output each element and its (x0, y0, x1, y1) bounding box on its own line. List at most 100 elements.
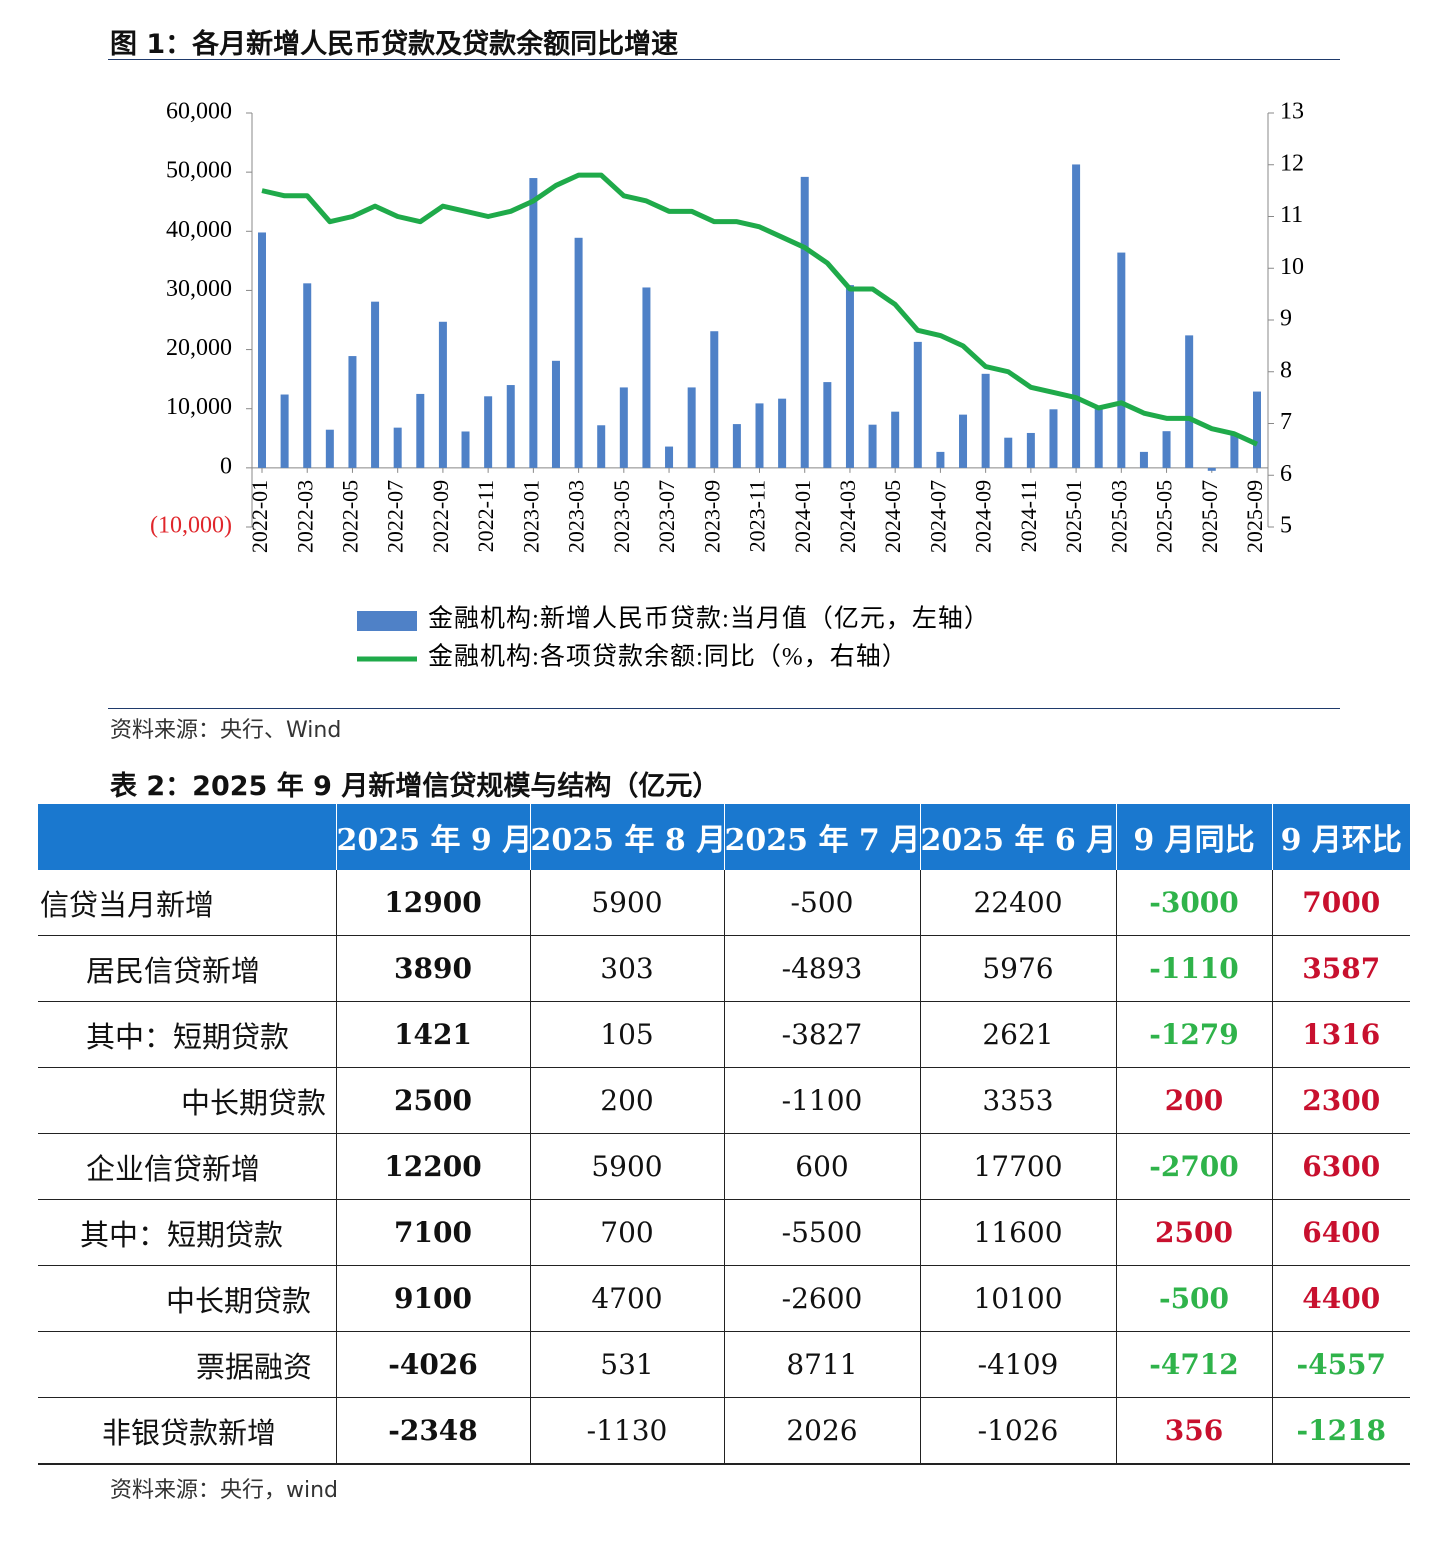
bar (1230, 432, 1239, 468)
cell: -1218 (1272, 1397, 1410, 1465)
table-row: 其中：短期贷款 1421 105 -3827 2621 -1279 1316 (38, 1001, 1410, 1068)
y-tick-label: 10,000 (166, 394, 232, 420)
bar (325, 429, 334, 468)
bar (484, 396, 493, 468)
bar (1185, 335, 1194, 468)
figure-source: 资料来源：央行、Wind (110, 718, 342, 743)
y-tick-label: (10,000) (150, 513, 232, 539)
bar (1117, 252, 1126, 468)
x-tick-label: 2022-03 (292, 480, 317, 553)
column-header: 9 月环比 (1272, 804, 1410, 870)
bar (597, 425, 606, 468)
table-row: 其中：短期贷款 7100 700 -5500 11600 2500 6400 (38, 1199, 1410, 1266)
bar (551, 360, 560, 468)
bar (800, 176, 809, 468)
y2-tick-label: 5 (1280, 513, 1292, 539)
bar (438, 321, 447, 468)
column-header: 2025 年 9 月 (336, 804, 532, 870)
y2-tick-label: 13 (1280, 99, 1304, 125)
cell: -2348 (336, 1397, 531, 1465)
table-title: 表 2：2025 年 9 月新增信贷规模与结构（亿元） (110, 771, 720, 802)
cell: -4026 (336, 1331, 531, 1398)
row-label: 企业信贷新增 (38, 1133, 337, 1200)
y2-tick-label: 9 (1280, 306, 1292, 332)
bar (845, 285, 854, 468)
cell: 6400 (1272, 1199, 1410, 1266)
column-header: 2025 年 8 月 (530, 804, 726, 870)
row-label: 其中：短期贷款 (38, 1001, 337, 1068)
y2-tick-label: 10 (1280, 254, 1304, 280)
cell: 356 (1116, 1397, 1273, 1465)
x-tick-label: 2024-05 (880, 480, 905, 553)
x-tick-label: 2023-11 (745, 480, 770, 553)
row-label: 信贷当月新增 (38, 870, 337, 936)
y-tick-label: 0 (220, 453, 232, 479)
legend-label: 金融机构:各项贷款余额:同比（%，右轴） (428, 643, 908, 671)
bar (1026, 432, 1035, 468)
column-header: 2025 年 7 月 (724, 804, 921, 870)
cell: -500 (724, 870, 921, 936)
x-tick-label: 2025-05 (1152, 480, 1177, 553)
bar (868, 424, 877, 468)
x-tick-label: 2024-03 (835, 480, 860, 553)
table-row: 非银贷款新增 -2348 -1130 2026 -1026 356 -1218 (38, 1397, 1410, 1465)
bar (959, 414, 968, 468)
column-header: 9 月同比 (1116, 804, 1273, 870)
cell: 3587 (1272, 935, 1410, 1002)
cell: -500 (1116, 1265, 1273, 1332)
cell: 2500 (1116, 1199, 1273, 1266)
bar (303, 283, 312, 468)
cell: 3890 (336, 935, 531, 1002)
cell: -1279 (1116, 1001, 1273, 1068)
bar (461, 431, 470, 468)
bar (642, 287, 651, 468)
cell: -4557 (1272, 1331, 1410, 1398)
x-tick-label: 2022-09 (428, 480, 453, 553)
table-row: 企业信贷新增 12200 5900 600 17700 -2700 6300 (38, 1133, 1410, 1200)
cell: 12900 (336, 870, 531, 936)
bar (981, 373, 990, 468)
x-tick-label: 2024-11 (1016, 480, 1041, 553)
x-tick-label: 2023-05 (609, 480, 634, 553)
figure-title: 图 1：各月新增人民币贷款及贷款余额同比增速 (110, 29, 679, 60)
chart: (10,000) 0 10,000 20,000 30,000 40,000 50,000 6… (150, 99, 1304, 671)
cell: 6300 (1272, 1133, 1410, 1200)
bar (710, 331, 719, 468)
cell: 200 (530, 1067, 725, 1134)
bar (823, 382, 832, 468)
bar (1253, 391, 1261, 468)
cell: 7000 (1272, 870, 1410, 936)
cell: 200 (1116, 1067, 1273, 1134)
bar (936, 451, 945, 468)
cell: -1100 (724, 1067, 921, 1134)
cell: 2621 (920, 1001, 1117, 1068)
data-table: 2025 年 9 月 2025 年 8 月 2025 年 7 月 2025 年 6 月… (38, 804, 1410, 1465)
x-tick-label: 2025-03 (1106, 480, 1131, 553)
y2-tick-label: 12 (1280, 150, 1304, 176)
bar (529, 178, 538, 468)
y-tick-label: 20,000 (166, 335, 232, 361)
bar (1072, 164, 1081, 468)
bar (732, 424, 741, 468)
cell: -1026 (920, 1397, 1117, 1465)
x-tick-label: 2025-01 (1061, 480, 1086, 553)
x-tick-label: 2025-07 (1197, 480, 1222, 553)
cell: 5900 (530, 1133, 725, 1200)
legend-label: 金融机构:新增人民币贷款:当月值（亿元，左轴） (428, 605, 990, 633)
x-tick-label: 2023-03 (564, 480, 589, 553)
bar (574, 237, 583, 468)
x-tick-label: 2025-09 (1242, 480, 1267, 553)
bar (1139, 451, 1148, 468)
y-tick-label: 30,000 (166, 276, 232, 302)
header-blank (38, 804, 337, 870)
cell: -5500 (724, 1199, 921, 1266)
rule (108, 708, 1340, 709)
bar (506, 385, 515, 468)
bar (755, 403, 764, 468)
x-tick-label: 2022-11 (473, 480, 498, 553)
cell: 8711 (724, 1331, 921, 1398)
table-row: 票据融资 -4026 531 8711 -4109 -4712 -4557 (38, 1331, 1410, 1398)
bar (891, 411, 900, 468)
bar (665, 446, 674, 468)
